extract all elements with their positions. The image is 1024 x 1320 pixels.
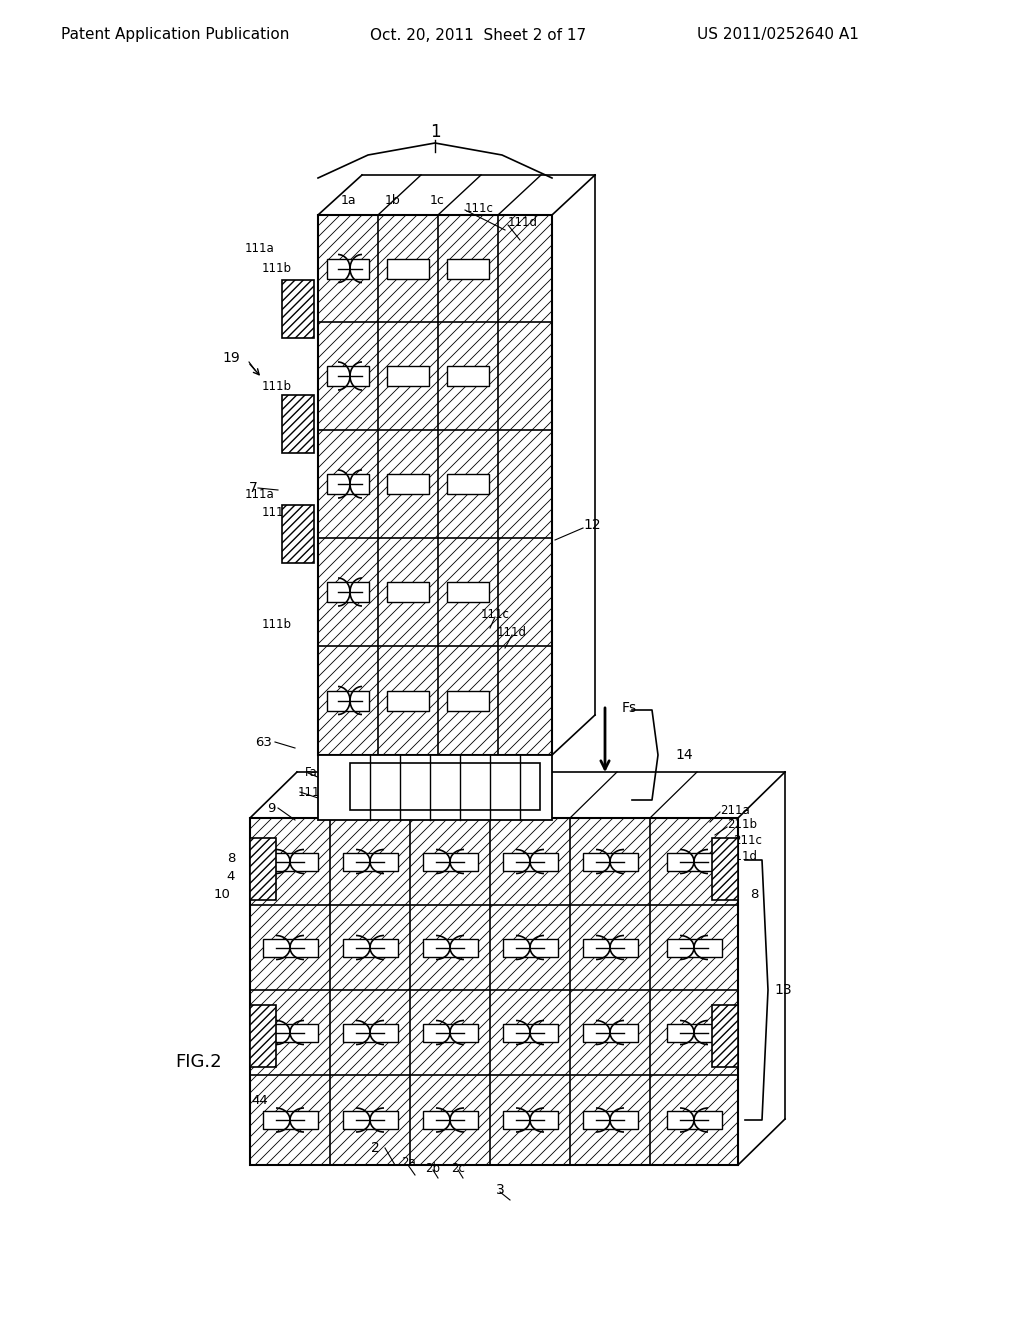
Text: Fs: Fs: [622, 701, 637, 715]
Text: 211b: 211b: [727, 818, 757, 832]
Bar: [423, 939, 477, 957]
Bar: [423, 853, 477, 870]
Bar: [447, 259, 489, 279]
Bar: [250, 818, 738, 1166]
Bar: [583, 853, 638, 870]
Bar: [387, 474, 429, 494]
Bar: [262, 1111, 317, 1129]
Bar: [447, 582, 489, 602]
Text: 111b: 111b: [262, 506, 292, 519]
Text: Patent Application Publication: Patent Application Publication: [60, 28, 289, 42]
Bar: [327, 582, 369, 602]
Text: 13: 13: [774, 983, 792, 997]
Bar: [387, 690, 429, 710]
Text: 111a: 111a: [245, 488, 274, 502]
Text: 111d: 111d: [508, 216, 538, 230]
Text: 12: 12: [524, 771, 540, 784]
Text: 111a: 111a: [245, 242, 274, 255]
Bar: [423, 1023, 477, 1041]
Bar: [350, 763, 540, 810]
Text: 10: 10: [213, 888, 230, 902]
Bar: [447, 690, 489, 710]
Text: 111c: 111c: [465, 202, 494, 214]
Text: 1b: 1b: [385, 194, 400, 206]
Bar: [342, 939, 397, 957]
Bar: [327, 366, 369, 385]
Text: 111b: 111b: [298, 785, 328, 799]
Bar: [712, 838, 738, 900]
Text: 3: 3: [496, 1183, 505, 1197]
Bar: [667, 1111, 722, 1129]
Bar: [387, 366, 429, 385]
Text: 9: 9: [266, 801, 275, 814]
Text: 19: 19: [222, 351, 240, 366]
Text: 44: 44: [252, 1093, 268, 1106]
Bar: [262, 939, 317, 957]
Text: 211d: 211d: [727, 850, 757, 863]
Bar: [342, 1023, 397, 1041]
Text: 8: 8: [226, 851, 234, 865]
Text: 1a: 1a: [340, 194, 355, 206]
Bar: [583, 1111, 638, 1129]
Bar: [318, 215, 552, 755]
Text: 7: 7: [249, 480, 258, 495]
Text: 2a: 2a: [400, 1156, 416, 1170]
Text: 111b: 111b: [262, 619, 292, 631]
Bar: [250, 1005, 276, 1067]
Text: 14: 14: [675, 748, 692, 762]
Bar: [282, 395, 314, 453]
Text: 8: 8: [750, 888, 759, 902]
Bar: [318, 755, 552, 820]
Bar: [282, 280, 314, 338]
Text: 1: 1: [430, 123, 440, 141]
Bar: [250, 818, 738, 1166]
Text: Fa: Fa: [305, 767, 317, 780]
Bar: [262, 853, 317, 870]
Bar: [327, 259, 369, 279]
Bar: [282, 506, 314, 564]
Bar: [503, 853, 557, 870]
Text: 1c: 1c: [429, 194, 444, 206]
Text: 111b: 111b: [262, 261, 292, 275]
Text: 4: 4: [226, 870, 234, 883]
Text: 2b: 2b: [426, 1162, 440, 1175]
Text: 11: 11: [519, 755, 535, 768]
Text: FIG.2: FIG.2: [175, 1053, 221, 1071]
Bar: [667, 1023, 722, 1041]
Text: Oct. 20, 2011  Sheet 2 of 17: Oct. 20, 2011 Sheet 2 of 17: [370, 28, 586, 42]
Bar: [503, 1111, 557, 1129]
Bar: [667, 939, 722, 957]
Bar: [423, 1111, 477, 1129]
Bar: [387, 582, 429, 602]
Text: 211c: 211c: [733, 833, 762, 846]
Bar: [503, 939, 557, 957]
Bar: [250, 838, 276, 900]
Text: 111b: 111b: [262, 380, 292, 392]
Text: 111c: 111c: [480, 609, 509, 622]
Bar: [667, 853, 722, 870]
Bar: [503, 1023, 557, 1041]
Bar: [327, 690, 369, 710]
Bar: [327, 474, 369, 494]
Bar: [342, 1111, 397, 1129]
Text: 211a: 211a: [720, 804, 750, 817]
Bar: [447, 474, 489, 494]
Bar: [712, 1005, 738, 1067]
Text: 111d: 111d: [497, 627, 527, 639]
Bar: [262, 1023, 317, 1041]
Bar: [583, 1023, 638, 1041]
Bar: [447, 366, 489, 385]
Bar: [318, 215, 552, 755]
Text: 2: 2: [371, 1140, 379, 1155]
Text: 2c: 2c: [451, 1162, 465, 1175]
Bar: [583, 939, 638, 957]
Bar: [342, 853, 397, 870]
Text: US 2011/0252640 A1: US 2011/0252640 A1: [697, 28, 859, 42]
Text: 63: 63: [255, 735, 272, 748]
Bar: [387, 259, 429, 279]
Text: 12: 12: [583, 517, 601, 532]
